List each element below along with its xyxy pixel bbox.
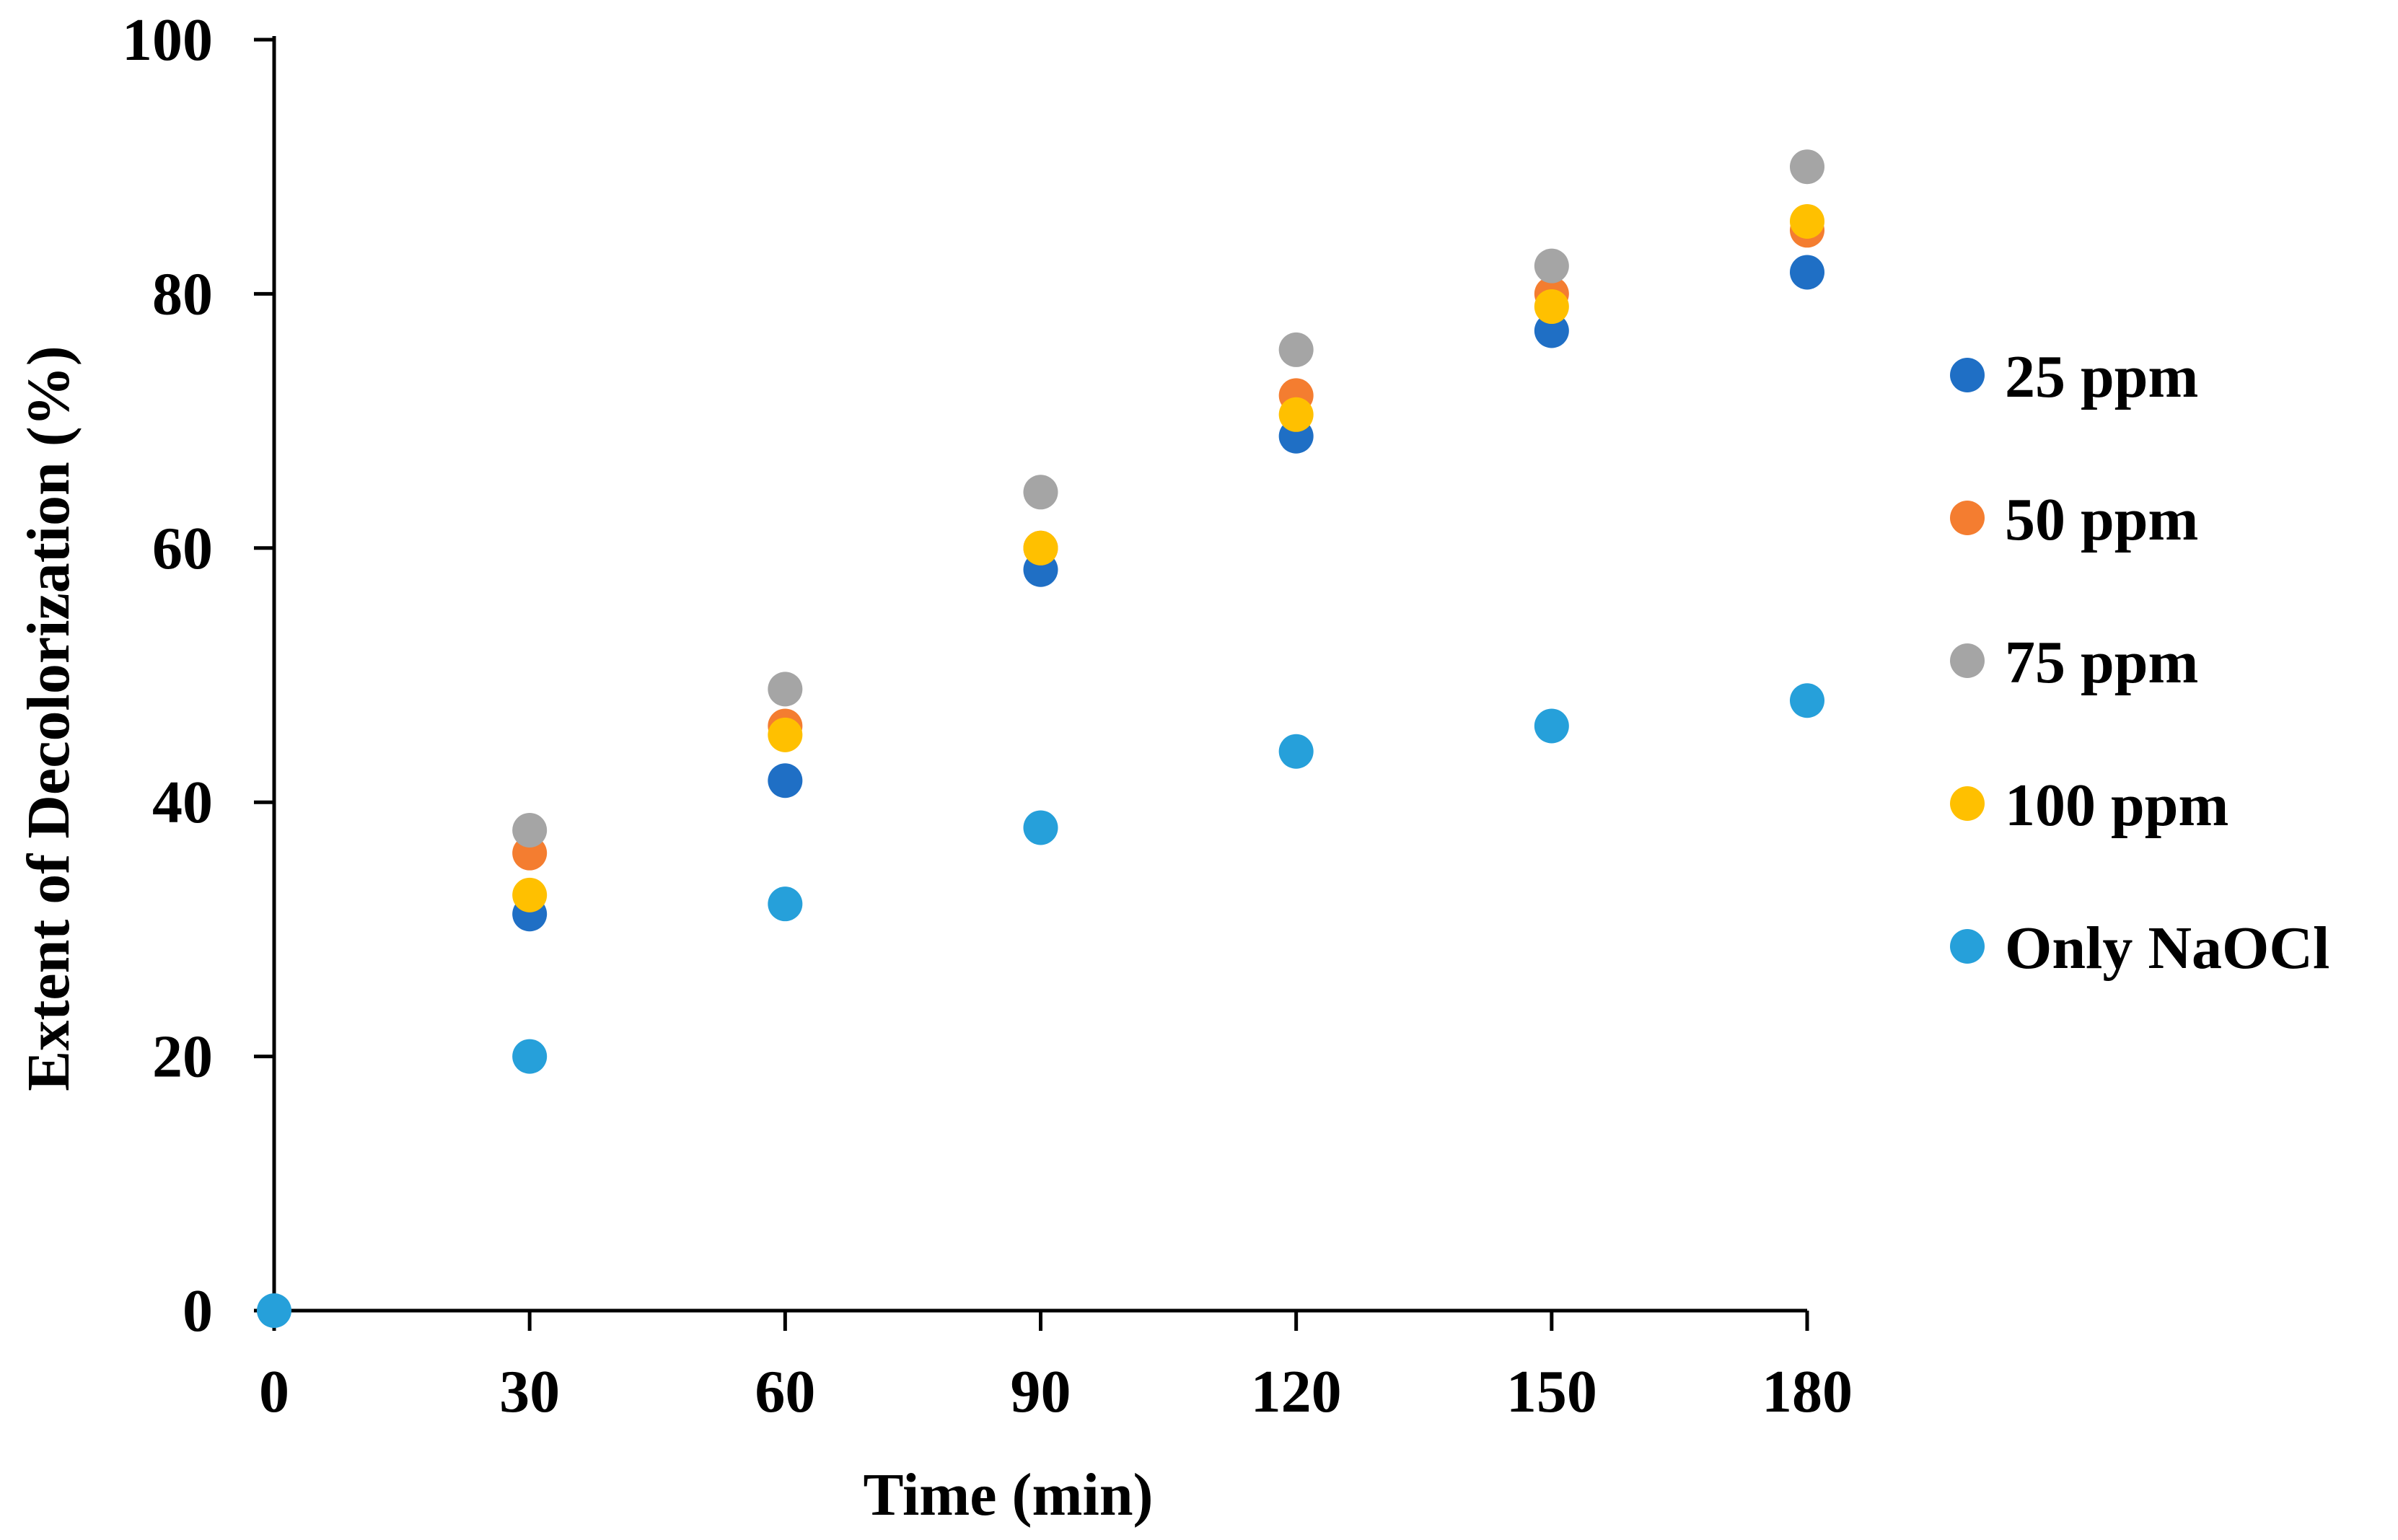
y-tick-label: 100 — [122, 6, 213, 74]
series-50-ppm — [512, 213, 1824, 871]
legend-marker — [1950, 501, 1985, 535]
data-point — [1790, 149, 1824, 185]
data-point — [1023, 530, 1058, 566]
data-point — [1534, 708, 1569, 744]
y-axis-title: Extent of Decolorization (%) — [15, 346, 82, 1091]
series-only-naocl — [257, 683, 1824, 1328]
data-point — [257, 1293, 291, 1328]
data-point — [512, 877, 548, 912]
legend-item: 75 ppm — [1950, 629, 2198, 696]
legend-label: 25 ppm — [2005, 343, 2198, 410]
y-ticks: 0 20 40 60 80 100 — [122, 6, 274, 1345]
legend-marker — [1950, 929, 1985, 964]
legend-item: 100 ppm — [1950, 772, 2228, 839]
x-ticks: 0 30 60 90 120 150 180 — [259, 1311, 1853, 1425]
legend-label: Only NaOCl — [2005, 915, 2329, 982]
data-point — [1278, 332, 1314, 367]
x-tick-label: 120 — [1251, 1358, 1342, 1425]
y-tick-label: 60 — [152, 515, 213, 582]
data-point — [1278, 397, 1314, 432]
data-point — [768, 886, 803, 922]
data-point — [512, 1039, 548, 1074]
legend: 25 ppm 50 ppm 75 ppm 100 ppm Only NaOCl — [1950, 343, 2329, 982]
series-75-ppm — [512, 149, 1824, 848]
data-point — [1023, 475, 1058, 510]
legend-label: 75 ppm — [2005, 629, 2198, 696]
y-tick-label: 40 — [152, 769, 213, 836]
data-point — [1790, 683, 1824, 718]
axes — [272, 36, 1807, 1313]
data-point — [1534, 313, 1569, 348]
y-tick-label: 80 — [152, 260, 213, 327]
data-point — [1790, 255, 1824, 290]
x-tick-label: 30 — [499, 1358, 560, 1425]
x-tick-label: 150 — [1506, 1358, 1597, 1425]
x-tick-label: 180 — [1762, 1358, 1853, 1425]
x-axis-title: Time (min) — [863, 1461, 1153, 1528]
y-tick-label: 20 — [152, 1024, 213, 1091]
series-25-ppm — [512, 255, 1824, 932]
legend-item: 50 ppm — [1950, 486, 2198, 553]
legend-item: Only NaOCl — [1950, 915, 2329, 982]
data-points — [257, 149, 1824, 1328]
legend-marker — [1950, 786, 1985, 821]
x-tick-label: 60 — [755, 1358, 815, 1425]
data-point — [768, 763, 803, 798]
data-point — [768, 672, 803, 707]
legend-marker — [1950, 358, 1985, 392]
y-tick-label: 0 — [183, 1277, 213, 1345]
legend-marker — [1950, 643, 1985, 678]
data-point — [768, 717, 803, 752]
x-tick-label: 90 — [1011, 1358, 1071, 1425]
data-point — [1790, 203, 1824, 239]
data-point — [1534, 248, 1569, 283]
legend-item: 25 ppm — [1950, 343, 2198, 410]
legend-label: 100 ppm — [2005, 772, 2228, 839]
data-point — [1534, 289, 1569, 325]
data-point — [1023, 810, 1058, 845]
x-tick-label: 0 — [259, 1358, 289, 1425]
data-point — [1278, 734, 1314, 769]
legend-label: 50 ppm — [2005, 486, 2198, 553]
series-100-ppm — [512, 203, 1824, 912]
data-point — [512, 812, 548, 848]
